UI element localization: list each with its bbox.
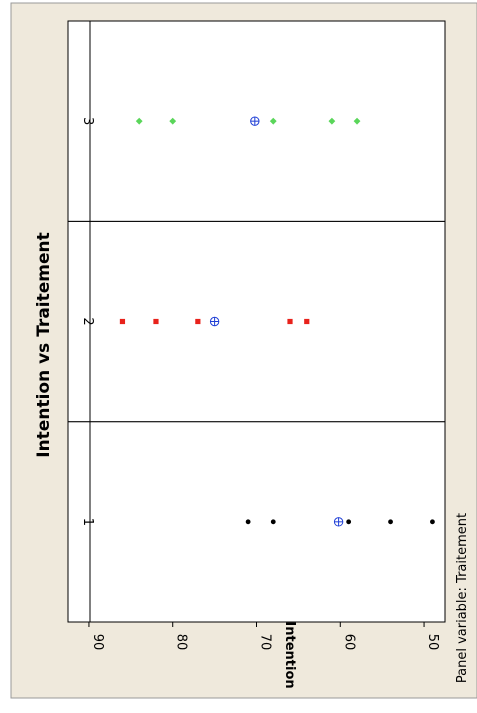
data-point [119, 318, 126, 325]
data-point [353, 117, 361, 125]
panel-strip [68, 421, 90, 622]
mean-marker [209, 316, 220, 327]
strip-label: 1 [80, 518, 95, 526]
y-tick-label: 50 [425, 634, 440, 651]
chart-title: Intention vs Traitement [34, 232, 54, 458]
data-point [346, 519, 352, 525]
panel-variable-note: Panel variable: Traitement [455, 513, 470, 683]
panel-3: 3 [67, 20, 446, 222]
panels: 1 2 3 [67, 20, 446, 623]
panel-plot-area [90, 221, 445, 422]
y-tick-label: 90 [90, 634, 105, 651]
title-group: Intention vs Traitement [34, 232, 54, 458]
mean-marker [333, 517, 344, 527]
data-point [270, 519, 276, 525]
panel-note-group: Panel variable: Traitement [455, 513, 470, 683]
y-tick-label: 60 [341, 634, 356, 651]
y-tick-label: 70 [258, 634, 273, 651]
data-point [304, 318, 310, 325]
y-axis-ticks: 90 80 70 60 50 [88, 622, 440, 651]
data-point [245, 519, 251, 525]
panel-plot-area [90, 21, 445, 222]
panel-2: 2 [67, 220, 446, 423]
y-axis-title: Intention [282, 621, 297, 688]
data-point [169, 117, 177, 125]
y-tick-label: 80 [174, 634, 189, 651]
panel-strip [68, 221, 90, 422]
strip-label: 2 [80, 317, 95, 325]
data-point [388, 519, 393, 525]
data-point [135, 117, 143, 125]
data-point [195, 318, 201, 325]
data-point [430, 519, 435, 525]
panel-plot-area [90, 421, 445, 622]
data-point [269, 117, 277, 125]
data-point [287, 318, 293, 325]
data-point [328, 117, 336, 125]
panel-1: 1 [67, 421, 446, 623]
y-axis-title-group: Intention [282, 621, 297, 688]
data-point [153, 318, 159, 325]
mean-marker [250, 116, 260, 126]
strip-label: 3 [80, 117, 95, 125]
panel-strip [68, 21, 90, 222]
